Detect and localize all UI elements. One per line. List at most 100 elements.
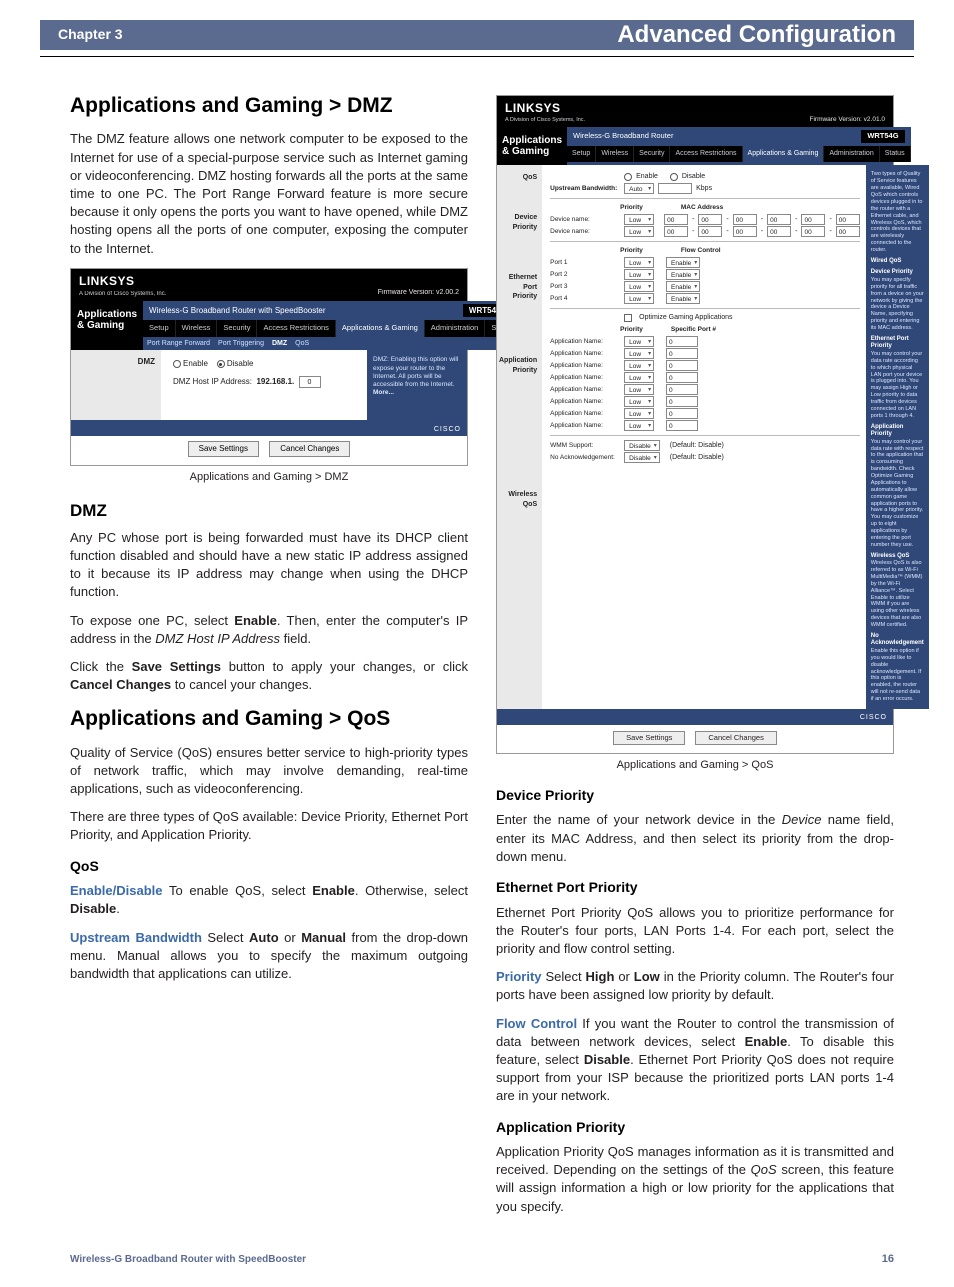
qos-model-line: Wireless-G Broadband Router: [573, 131, 673, 142]
heading-dmz: Applications and Gaming > DMZ: [70, 91, 468, 120]
n2[interactable]: 00: [698, 226, 722, 237]
a3-port[interactable]: 0: [666, 360, 698, 371]
n1[interactable]: 00: [664, 226, 688, 237]
app3: Application Name:: [550, 361, 620, 370]
help-more[interactable]: More...: [373, 389, 394, 396]
qos-section: Applications & Gaming: [497, 127, 567, 165]
right-column: LINKSYS A Division of Cisco Systems, Inc…: [496, 87, 894, 1226]
tab-wireless[interactable]: Wireless: [176, 320, 218, 337]
qos-cancel-button[interactable]: Cancel Changes: [695, 731, 776, 746]
qtab-admin[interactable]: Administration: [824, 146, 879, 162]
a2-port[interactable]: 0: [666, 348, 698, 359]
dev2-prio[interactable]: Low: [624, 226, 654, 237]
hdr-priority3: Priority: [620, 325, 643, 334]
a1-prio[interactable]: Low: [624, 336, 654, 347]
a3-prio[interactable]: Low: [624, 360, 654, 371]
qtab-wireless[interactable]: Wireless: [596, 146, 634, 162]
tab-security[interactable]: Security: [217, 320, 257, 337]
qos-model: WRT54G: [861, 130, 904, 143]
qtab-security[interactable]: Security: [634, 146, 670, 162]
qtab-setup[interactable]: Setup: [567, 146, 596, 162]
qos-disable-radio[interactable]: [670, 173, 678, 181]
qtab-apps[interactable]: Applications & Gaming: [743, 146, 825, 162]
radio-enable[interactable]: [173, 360, 181, 368]
hostip-label: DMZ Host IP Address:: [173, 377, 252, 386]
qos-enable-p: Enable/Disable To enable QoS, select Ena…: [70, 882, 468, 918]
a4-prio[interactable]: Low: [624, 372, 654, 383]
tab-setup[interactable]: Setup: [143, 320, 176, 337]
m3[interactable]: 00: [733, 214, 757, 225]
qos-enable-radio[interactable]: [624, 173, 632, 181]
a1-port[interactable]: 0: [666, 336, 698, 347]
a8-port[interactable]: 0: [666, 420, 698, 431]
router-firmware: Firmware Version: v2.00.2: [378, 288, 459, 298]
n3[interactable]: 00: [733, 226, 757, 237]
a4-port[interactable]: 0: [666, 372, 698, 383]
m1[interactable]: 00: [664, 214, 688, 225]
qtab-status[interactable]: Status: [880, 146, 911, 162]
dev1-prio[interactable]: Low: [624, 214, 654, 225]
m6[interactable]: 00: [836, 214, 860, 225]
hdr-specport: Specific Port #: [671, 325, 716, 334]
a6-port[interactable]: 0: [666, 396, 698, 407]
router-save-button[interactable]: Save Settings: [188, 441, 259, 456]
a5-prio[interactable]: Low: [624, 384, 654, 395]
n6[interactable]: 00: [836, 226, 860, 237]
subtab-porttrig[interactable]: Port Triggering: [218, 339, 264, 349]
m4[interactable]: 00: [767, 214, 791, 225]
qos-disable-label: Disable: [682, 172, 705, 182]
app5: Application Name:: [550, 385, 620, 394]
n4[interactable]: 00: [767, 226, 791, 237]
p4-prio[interactable]: Low: [624, 293, 654, 304]
ql-qos: QoS: [497, 171, 542, 185]
figure-dmz-caption: Applications and Gaming > DMZ: [70, 470, 468, 485]
radio-disable[interactable]: [217, 360, 225, 368]
n5[interactable]: 00: [801, 226, 825, 237]
p3-flow[interactable]: Enable: [666, 281, 700, 292]
hdr-mac: MAC Address: [681, 203, 723, 212]
m5[interactable]: 00: [801, 214, 825, 225]
a2-prio[interactable]: Low: [624, 348, 654, 359]
opt-gaming-check[interactable]: [624, 314, 632, 322]
router-cancel-button[interactable]: Cancel Changes: [269, 441, 350, 456]
ql-eth: Ethernet Port Priority: [497, 271, 542, 304]
dmz-p2: To expose one PC, select Enable. Then, e…: [70, 612, 468, 648]
a7-prio[interactable]: Low: [624, 408, 654, 419]
subtab-portrange[interactable]: Port Range Forward: [147, 339, 210, 349]
devname2: Device name:: [550, 227, 620, 236]
noack-select[interactable]: Disable: [624, 452, 660, 463]
router-brand: LINKSYS: [79, 273, 166, 290]
heading-dmz-sub: DMZ: [70, 499, 468, 523]
p2-flow[interactable]: Enable: [666, 269, 700, 280]
a6-prio[interactable]: Low: [624, 396, 654, 407]
qhelp-tx3: You may control your data rate according…: [871, 351, 922, 419]
tab-apps-gaming[interactable]: Applications & Gaming: [336, 320, 425, 337]
port1: Port 1: [550, 258, 620, 267]
a8-prio[interactable]: Low: [624, 420, 654, 431]
p1-prio[interactable]: Low: [624, 257, 654, 268]
p3-prio[interactable]: Low: [624, 281, 654, 292]
qos-save-button[interactable]: Save Settings: [613, 731, 685, 746]
p4-flow[interactable]: Enable: [666, 293, 700, 304]
footer-page: 16: [882, 1252, 894, 1267]
hdr-priority2: Priority: [620, 246, 643, 255]
upbw-input[interactable]: [658, 183, 692, 194]
p1-flow[interactable]: Enable: [666, 257, 700, 268]
subtab-qos[interactable]: QoS: [295, 339, 309, 349]
qhelp-tx5: Wireless QoS is also referred to as Wi-F…: [871, 560, 923, 628]
p2-prio[interactable]: Low: [624, 269, 654, 280]
wmm-select[interactable]: Disable: [624, 440, 660, 451]
hostip-last-octet[interactable]: 0: [299, 376, 321, 388]
app4: Application Name:: [550, 373, 620, 382]
heading-app-priority: Application Priority: [496, 1118, 894, 1138]
qtab-access[interactable]: Access Restrictions: [670, 146, 742, 162]
m2[interactable]: 00: [698, 214, 722, 225]
port3: Port 3: [550, 282, 620, 291]
subtab-dmz[interactable]: DMZ: [272, 339, 287, 349]
upbw-select[interactable]: Auto: [624, 183, 654, 194]
a5-port[interactable]: 0: [666, 384, 698, 395]
a7-port[interactable]: 0: [666, 408, 698, 419]
tab-access[interactable]: Access Restrictions: [257, 320, 335, 337]
tab-admin[interactable]: Administration: [425, 320, 486, 337]
footer: Wireless-G Broadband Router with SpeedBo…: [0, 1246, 954, 1267]
